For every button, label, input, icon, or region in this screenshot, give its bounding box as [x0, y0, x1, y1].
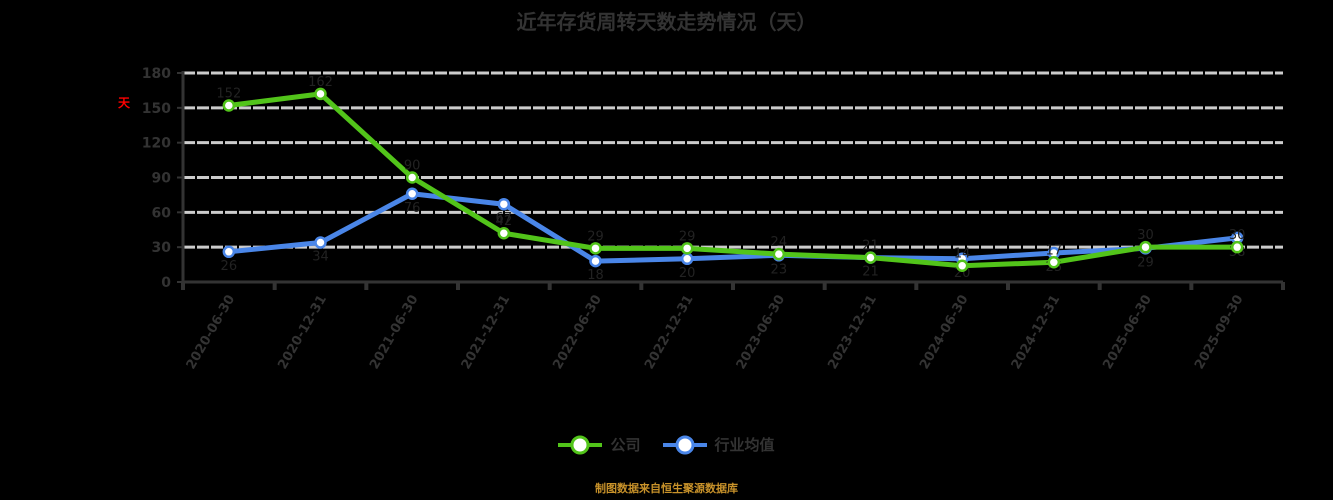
- data-label: 30: [1229, 228, 1246, 243]
- data-label: 20: [679, 266, 696, 281]
- y-tick-label: 0: [161, 275, 171, 291]
- data-point[interactable]: [222, 245, 236, 259]
- x-tick-label: 2024-12-31: [1009, 293, 1064, 373]
- data-label: 30: [1137, 228, 1154, 243]
- series-line-company: [228, 91, 1238, 269]
- data-point[interactable]: [1139, 240, 1152, 254]
- x-tick-label: 2020-06-30: [184, 293, 239, 373]
- data-point[interactable]: [864, 251, 877, 264]
- data-point[interactable]: [405, 171, 419, 184]
- data-point[interactable]: [772, 247, 786, 261]
- x-tick-label: 2021-06-30: [367, 293, 422, 373]
- data-point[interactable]: [405, 187, 419, 201]
- legend: 公司 行业均值: [0, 434, 1333, 455]
- data-point[interactable]: [497, 197, 511, 211]
- chart-title: 近年存货周转天数走势情况（天）: [516, 10, 817, 34]
- legend-label-company: 公司: [610, 436, 641, 454]
- data-point[interactable]: [1047, 256, 1061, 269]
- data-label: 29: [1137, 255, 1154, 270]
- legend-marker-company-icon: [558, 435, 603, 454]
- y-axis-unit-label: 天: [118, 96, 131, 110]
- legend-item-company[interactable]: 公司: [558, 434, 641, 455]
- data-label: 29: [679, 229, 696, 244]
- data-point[interactable]: [680, 252, 694, 266]
- x-tick-label: 2025-09-30: [1192, 293, 1247, 373]
- data-point[interactable]: [314, 87, 327, 101]
- x-tick-label: 2023-12-31: [825, 293, 880, 373]
- data-point[interactable]: [589, 242, 602, 255]
- data-point[interactable]: [314, 236, 327, 249]
- x-tick-label: 2020-12-31: [275, 293, 330, 373]
- data-point[interactable]: [680, 242, 694, 255]
- data-label: 76: [404, 201, 421, 216]
- y-tick-label: 90: [152, 171, 172, 187]
- data-label: 17: [1046, 243, 1063, 258]
- data-label: 152: [216, 87, 241, 102]
- data-label: 29: [587, 229, 604, 244]
- data-label: 26: [221, 259, 238, 274]
- data-point[interactable]: [497, 226, 511, 240]
- data-label: 23: [771, 262, 788, 277]
- y-tick-label: 150: [142, 101, 171, 117]
- data-label: 21: [862, 265, 879, 280]
- data-point[interactable]: [955, 259, 969, 272]
- data-label: 42: [496, 214, 513, 229]
- data-label: 14: [954, 247, 971, 262]
- data-label: 67: [496, 211, 513, 226]
- data-label: 90: [404, 159, 421, 174]
- data-label: 24: [771, 235, 788, 250]
- x-tick-label: 2023-06-30: [734, 293, 789, 373]
- x-tick-label: 2021-12-31: [459, 293, 514, 373]
- y-tick-label: 60: [152, 205, 172, 221]
- legend-label-industry: 行业均值: [714, 436, 775, 454]
- data-point[interactable]: [1230, 240, 1244, 254]
- data-label: 21: [862, 239, 879, 254]
- series-line-industry: [228, 191, 1238, 264]
- y-tick-label: 180: [142, 66, 171, 82]
- legend-item-industry[interactable]: 行业均值: [662, 434, 775, 455]
- x-tick-label: 2024-06-30: [917, 293, 972, 373]
- y-tick-label: 30: [152, 240, 172, 256]
- data-point[interactable]: [589, 254, 602, 268]
- data-label: 18: [587, 268, 604, 283]
- y-tick-label: 120: [142, 136, 171, 152]
- legend-marker-industry-icon: [662, 435, 707, 454]
- data-point[interactable]: [222, 99, 236, 112]
- x-tick-label: 2022-12-31: [642, 293, 697, 373]
- data-label: 162: [308, 75, 333, 90]
- data-label: 34: [312, 250, 329, 265]
- x-tick-label: 2025-06-30: [1100, 293, 1155, 373]
- source-footer: 制图数据来自恒生聚源数据库: [595, 482, 738, 495]
- x-tick-label: 2022-06-30: [550, 293, 605, 373]
